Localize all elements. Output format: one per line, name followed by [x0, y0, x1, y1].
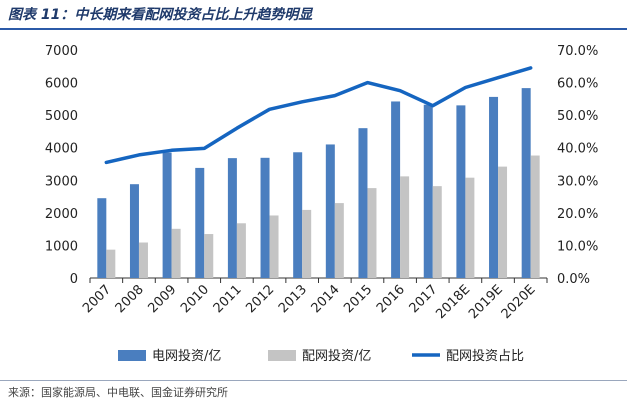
y-tick-label-left: 7000 — [45, 44, 78, 59]
bar-distribution-investment — [367, 188, 377, 278]
bar-grid-investment — [456, 105, 466, 278]
line-distribution-share — [104, 66, 533, 165]
bar-distribution-investment — [106, 249, 116, 278]
bar-distribution-investment — [432, 186, 442, 278]
bar-distribution-investment — [269, 215, 279, 278]
x-tick-label: 2018E — [433, 282, 473, 322]
bar-distribution-investment — [498, 166, 508, 278]
y-tick-label-right: 40.0% — [557, 142, 598, 157]
bar-grid-investment — [162, 152, 172, 278]
x-tick-label: 2020E — [499, 282, 539, 322]
bar-grid-investment — [521, 88, 531, 278]
title-rule — [0, 28, 627, 30]
x-tick-label: 2010 — [178, 282, 212, 316]
x-tick-label: 2016 — [374, 282, 408, 316]
y-tick-label-right: 50.0% — [557, 109, 598, 124]
y-tick-label-left: 0 — [70, 272, 78, 287]
x-tick-label: 2019E — [466, 282, 506, 322]
legend-label-distribution-share: 配网投资占比 — [446, 348, 524, 364]
legend-label-grid-investment: 电网投资/亿 — [152, 348, 221, 364]
bar-distribution-investment — [204, 234, 214, 278]
y-tick-label-left: 4000 — [45, 142, 78, 157]
y-tick-label-left: 2000 — [45, 207, 78, 222]
bar-distribution-investment — [236, 223, 246, 278]
bar-grid-investment — [325, 144, 335, 278]
bar-distribution-investment — [465, 177, 475, 278]
y-tick-label-left: 6000 — [45, 77, 78, 92]
x-tick-label: 2012 — [243, 282, 277, 316]
bar-distribution-investment — [530, 155, 540, 278]
bar-distribution-investment — [400, 176, 410, 278]
bar-distribution-investment — [138, 242, 148, 278]
bar-grid-investment — [195, 167, 205, 278]
bar-grid-investment — [358, 128, 368, 278]
x-tick-label: 2011 — [211, 282, 245, 316]
bar-grid-investment — [227, 158, 237, 278]
y-tick-label-right: 60.0% — [557, 77, 598, 92]
y-tick-label-right: 70.0% — [557, 44, 598, 59]
bar-distribution-investment — [171, 228, 181, 278]
y-tick-label-right: 10.0% — [557, 239, 598, 254]
bar-grid-investment — [293, 152, 303, 278]
y-tick-label-right: 0.0% — [557, 272, 590, 287]
bar-grid-investment — [391, 101, 401, 278]
source-note: 来源：国家能源局、中电联、国金证券研究所 — [8, 386, 228, 399]
legend-label-distribution-investment: 配网投资/亿 — [302, 348, 371, 364]
x-tick-label: 2009 — [145, 282, 179, 316]
y-tick-label-left: 1000 — [45, 239, 78, 254]
x-tick-label: 2013 — [276, 282, 310, 316]
legend: 电网投资/亿 配网投资/亿 配网投资占比 — [118, 348, 524, 364]
y-tick-label-right: 30.0% — [557, 174, 598, 189]
x-tick-label: 2014 — [309, 282, 343, 316]
figure-title: 图表 11：中长期来看配网投资占比上升趋势明显 — [8, 7, 313, 23]
y-tick-label-right: 20.0% — [557, 207, 598, 222]
x-tick-label: 2015 — [341, 282, 375, 316]
bar-distribution-investment — [334, 203, 344, 278]
y-tick-label-left: 3000 — [45, 174, 78, 189]
bar-grid-investment — [97, 198, 107, 278]
bar-grid-investment — [489, 96, 499, 278]
bar-grid-investment — [260, 157, 270, 278]
legend-swatch-grid-investment — [118, 350, 146, 361]
bar-grid-investment — [423, 104, 433, 278]
y-tick-label-left: 5000 — [45, 109, 78, 124]
x-tick-label: 2008 — [113, 282, 147, 316]
plot-area: 0 1000 2000 3000 4000 5000 6000 7000 0.0% 10.0% 20… — [45, 44, 598, 322]
bar-grid-investment — [129, 184, 139, 278]
source-rule — [0, 380, 627, 381]
x-tick-label: 2007 — [80, 282, 114, 316]
bar-distribution-investment — [302, 209, 312, 278]
legend-swatch-distribution-investment — [268, 350, 296, 361]
